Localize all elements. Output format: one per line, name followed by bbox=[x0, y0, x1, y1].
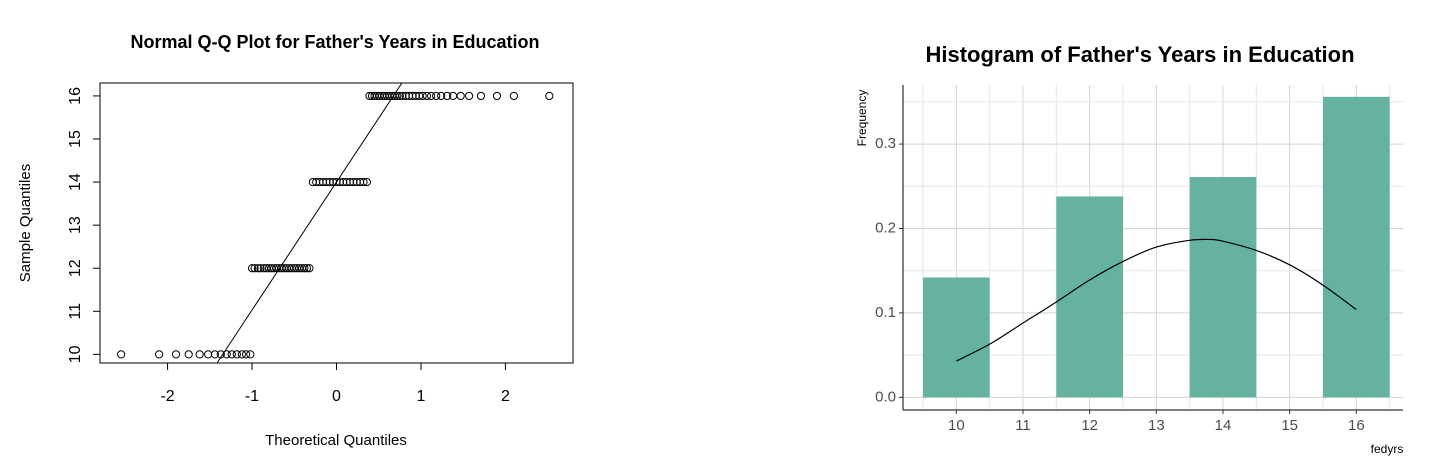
qq-point bbox=[246, 350, 255, 359]
qq-point bbox=[443, 91, 452, 101]
hist-bar bbox=[1323, 96, 1390, 398]
qq-y-tick-label: 12 bbox=[67, 259, 84, 277]
hist-y-tick-label: 0.0 bbox=[875, 388, 896, 405]
hist-x-tick-label: 11 bbox=[1015, 417, 1031, 434]
qq-point bbox=[247, 264, 257, 273]
hist-density-curve bbox=[956, 238, 1357, 362]
qq-point bbox=[437, 91, 446, 101]
qq-point bbox=[302, 264, 312, 273]
qq-point bbox=[418, 91, 427, 101]
qq-y-label: Sample Quantiles bbox=[17, 164, 34, 282]
hist-bar bbox=[1189, 177, 1257, 398]
qq-y-tick-label: 14 bbox=[67, 173, 84, 191]
qq-reference-line bbox=[216, 82, 403, 364]
qq-x-tick-label: 1 bbox=[417, 388, 426, 405]
qq-point bbox=[232, 350, 241, 359]
qq-x-tick-label: 0 bbox=[332, 388, 341, 405]
qq-point bbox=[456, 91, 465, 101]
qq-plot: Normal Q-Q Plot for Father's Years in Ed… bbox=[17, 32, 574, 449]
hist-y-axis: 0.0 0.1 0.2 0.3 bbox=[875, 135, 903, 405]
qq-point bbox=[242, 350, 251, 359]
qq-x-label: Theoretical Quantiles bbox=[265, 432, 407, 449]
qq-point bbox=[395, 91, 404, 101]
hist-bar bbox=[1056, 196, 1123, 398]
qq-point bbox=[422, 91, 431, 101]
qq-point bbox=[476, 91, 486, 101]
qq-y-tick-label: 15 bbox=[67, 130, 84, 148]
hist-bars bbox=[923, 96, 1390, 398]
qq-point bbox=[362, 177, 372, 187]
qq-point bbox=[492, 91, 502, 101]
hist-title: Histogram of Father's Years in Education bbox=[925, 42, 1354, 67]
qq-plot-frame bbox=[99, 82, 574, 364]
hist-x-label: fedyrs bbox=[1371, 442, 1404, 456]
qq-x-tick-label: 2 bbox=[501, 388, 510, 405]
qq-point bbox=[227, 350, 236, 359]
qq-point bbox=[427, 91, 436, 101]
qq-point bbox=[300, 264, 309, 273]
qq-title: Normal Q-Q Plot for Father's Years in Ed… bbox=[130, 32, 539, 52]
qq-point bbox=[117, 350, 126, 359]
hist-y-tick-label: 0.1 bbox=[875, 304, 896, 321]
qq-point bbox=[545, 91, 554, 101]
qq-points bbox=[117, 91, 554, 359]
qq-y-tick-label: 10 bbox=[67, 345, 84, 363]
hist-y-tick-label: 0.2 bbox=[875, 219, 896, 236]
qq-point bbox=[184, 350, 193, 359]
qq-point bbox=[432, 91, 441, 101]
qq-point bbox=[204, 350, 213, 359]
qq-point bbox=[256, 264, 265, 273]
hist-x-axis: 10 11 12 13 14 15 16 bbox=[948, 410, 1365, 434]
qq-point bbox=[171, 350, 181, 359]
qq-y-tick-label: 13 bbox=[67, 216, 84, 234]
histogram: Histogram of Father's Years in Education… bbox=[855, 42, 1403, 456]
hist-x-tick-label: 15 bbox=[1281, 417, 1298, 434]
qq-y-axis: 10 11 12 13 14 15 16 bbox=[67, 87, 101, 363]
hist-x-tick-label: 10 bbox=[948, 417, 965, 434]
qq-point bbox=[465, 91, 474, 101]
qq-point bbox=[250, 264, 259, 273]
qq-point bbox=[210, 350, 219, 359]
qq-point bbox=[155, 350, 164, 359]
qq-x-axis: -2 -1 0 1 2 bbox=[160, 362, 510, 405]
qq-point bbox=[305, 264, 314, 273]
hist-x-tick-label: 16 bbox=[1348, 417, 1365, 434]
qq-point bbox=[359, 177, 368, 187]
hist-y-label: Frequency bbox=[855, 90, 869, 147]
hist-x-tick-label: 14 bbox=[1215, 417, 1232, 434]
qq-x-tick-label: -2 bbox=[160, 388, 174, 405]
hist-x-tick-label: 13 bbox=[1148, 417, 1165, 434]
qq-point bbox=[195, 350, 204, 359]
hist-y-tick-label: 0.3 bbox=[875, 135, 896, 152]
qq-point bbox=[237, 350, 246, 359]
qq-y-tick-label: 11 bbox=[67, 303, 84, 320]
qq-point bbox=[509, 91, 518, 101]
qq-x-tick-label: -1 bbox=[245, 388, 259, 405]
hist-x-tick-label: 12 bbox=[1081, 417, 1098, 434]
hist-bar bbox=[923, 277, 990, 398]
qq-y-tick-label: 16 bbox=[67, 87, 84, 105]
qq-point bbox=[253, 264, 263, 273]
